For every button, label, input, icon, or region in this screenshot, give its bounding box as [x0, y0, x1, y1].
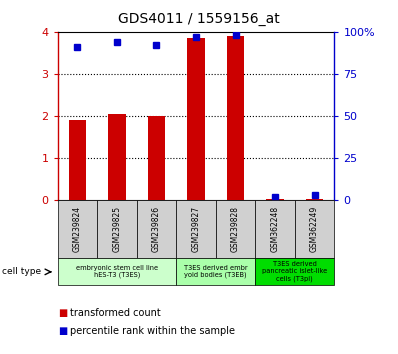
Bar	[137, 200, 176, 258]
Text: GSM239826: GSM239826	[152, 206, 161, 252]
Text: T3ES derived
pancreatic islet-like
cells (T3pi): T3ES derived pancreatic islet-like cells…	[262, 262, 328, 282]
Bar	[187, 38, 205, 200]
Bar	[58, 200, 97, 258]
Bar	[255, 200, 295, 258]
Bar	[148, 116, 166, 200]
Bar	[216, 200, 255, 258]
Bar	[108, 114, 126, 200]
Bar	[97, 200, 137, 258]
Text: cell type: cell type	[2, 267, 41, 276]
Bar	[266, 199, 284, 200]
Bar	[58, 258, 176, 285]
Text: ■: ■	[58, 308, 67, 318]
Text: ■: ■	[58, 326, 67, 336]
Text: GSM239828: GSM239828	[231, 206, 240, 252]
Text: GSM362248: GSM362248	[271, 206, 279, 252]
Bar	[306, 199, 324, 200]
Bar	[68, 120, 86, 200]
Bar	[295, 200, 334, 258]
Text: GSM239827: GSM239827	[191, 206, 201, 252]
Text: GDS4011 / 1559156_at: GDS4011 / 1559156_at	[118, 12, 280, 27]
Bar	[176, 200, 216, 258]
Text: T3ES derived embr
yoid bodies (T3EB): T3ES derived embr yoid bodies (T3EB)	[184, 265, 248, 279]
Bar	[255, 258, 334, 285]
Text: embryonic stem cell line
hES-T3 (T3ES): embryonic stem cell line hES-T3 (T3ES)	[76, 265, 158, 279]
Bar	[226, 36, 244, 200]
Bar	[176, 258, 255, 285]
Text: transformed count: transformed count	[70, 308, 160, 318]
Text: percentile rank within the sample: percentile rank within the sample	[70, 326, 235, 336]
Text: GSM239824: GSM239824	[73, 206, 82, 252]
Text: GSM362249: GSM362249	[310, 206, 319, 252]
Text: GSM239825: GSM239825	[113, 206, 121, 252]
